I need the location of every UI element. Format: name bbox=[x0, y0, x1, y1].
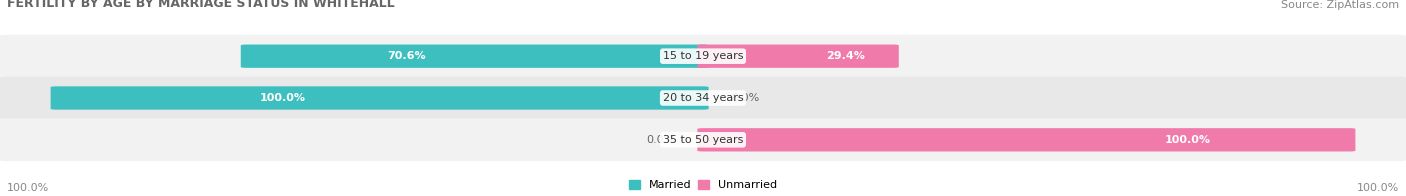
Legend: Married, Unmarried: Married, Unmarried bbox=[628, 180, 778, 191]
Text: Source: ZipAtlas.com: Source: ZipAtlas.com bbox=[1281, 0, 1399, 10]
FancyBboxPatch shape bbox=[0, 118, 1406, 161]
FancyBboxPatch shape bbox=[0, 35, 1406, 78]
FancyBboxPatch shape bbox=[697, 44, 898, 68]
Text: 70.6%: 70.6% bbox=[387, 51, 426, 61]
FancyBboxPatch shape bbox=[697, 128, 1355, 152]
FancyBboxPatch shape bbox=[0, 77, 1406, 119]
Text: 29.4%: 29.4% bbox=[827, 51, 865, 61]
Text: 100.0%: 100.0% bbox=[1357, 183, 1399, 193]
Text: 0.0%: 0.0% bbox=[647, 135, 675, 145]
Text: 35 to 50 years: 35 to 50 years bbox=[662, 135, 744, 145]
Text: 100.0%: 100.0% bbox=[7, 183, 49, 193]
Text: 100.0%: 100.0% bbox=[1166, 135, 1211, 145]
FancyBboxPatch shape bbox=[51, 86, 709, 110]
Text: 20 to 34 years: 20 to 34 years bbox=[662, 93, 744, 103]
Text: 0.0%: 0.0% bbox=[731, 93, 759, 103]
FancyBboxPatch shape bbox=[240, 44, 709, 68]
Text: 100.0%: 100.0% bbox=[260, 93, 305, 103]
Text: 15 to 19 years: 15 to 19 years bbox=[662, 51, 744, 61]
Text: FERTILITY BY AGE BY MARRIAGE STATUS IN WHITEHALL: FERTILITY BY AGE BY MARRIAGE STATUS IN W… bbox=[7, 0, 395, 10]
